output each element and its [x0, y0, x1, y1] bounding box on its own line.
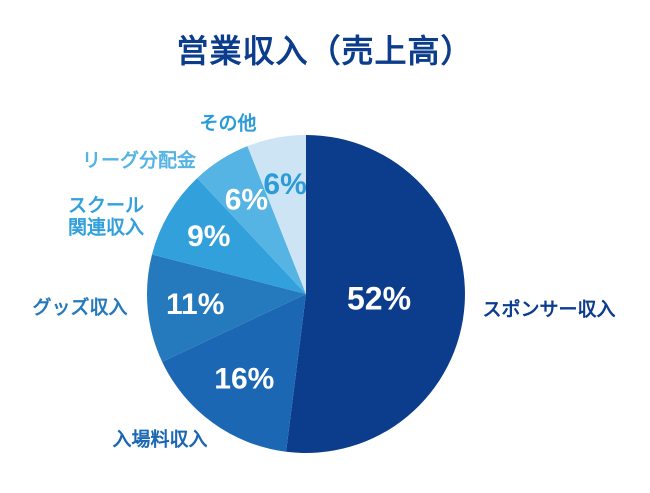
pie-percent-league-distribution: 6%	[225, 184, 268, 217]
pie-slice-school	[152, 178, 306, 294]
pie-slice-label-league-distribution: リーグ分配金	[82, 149, 197, 172]
chart-title: 営業収入（売上高）	[176, 33, 474, 69]
pie-percent-admission: 16%	[214, 362, 274, 395]
pie-percent-other: 6%	[263, 168, 306, 201]
pie-slice-other	[247, 135, 306, 294]
pie-percent-goods: 11%	[166, 288, 224, 321]
pie-slice-label-sponsor: スポンサー収入	[482, 298, 615, 321]
pie-slice-label-admission: 入場料収入	[112, 428, 207, 451]
pie-slice-label-other: その他	[199, 112, 256, 135]
pie-slice-label-school-line1: スクール	[68, 195, 144, 217]
pie-slice-label-goods: グッズ収入	[32, 296, 127, 319]
pie-slice-sponsor	[286, 135, 465, 453]
pie-percent-sponsor: 52%	[347, 281, 411, 317]
pie-slice-label-school-line2: 関連収入	[68, 216, 144, 239]
pie-slice-admission	[162, 294, 306, 452]
pie-slice-goods	[147, 254, 306, 362]
pie-percent-school: 9%	[187, 220, 230, 253]
pie-slice-league-distribution	[197, 146, 306, 294]
